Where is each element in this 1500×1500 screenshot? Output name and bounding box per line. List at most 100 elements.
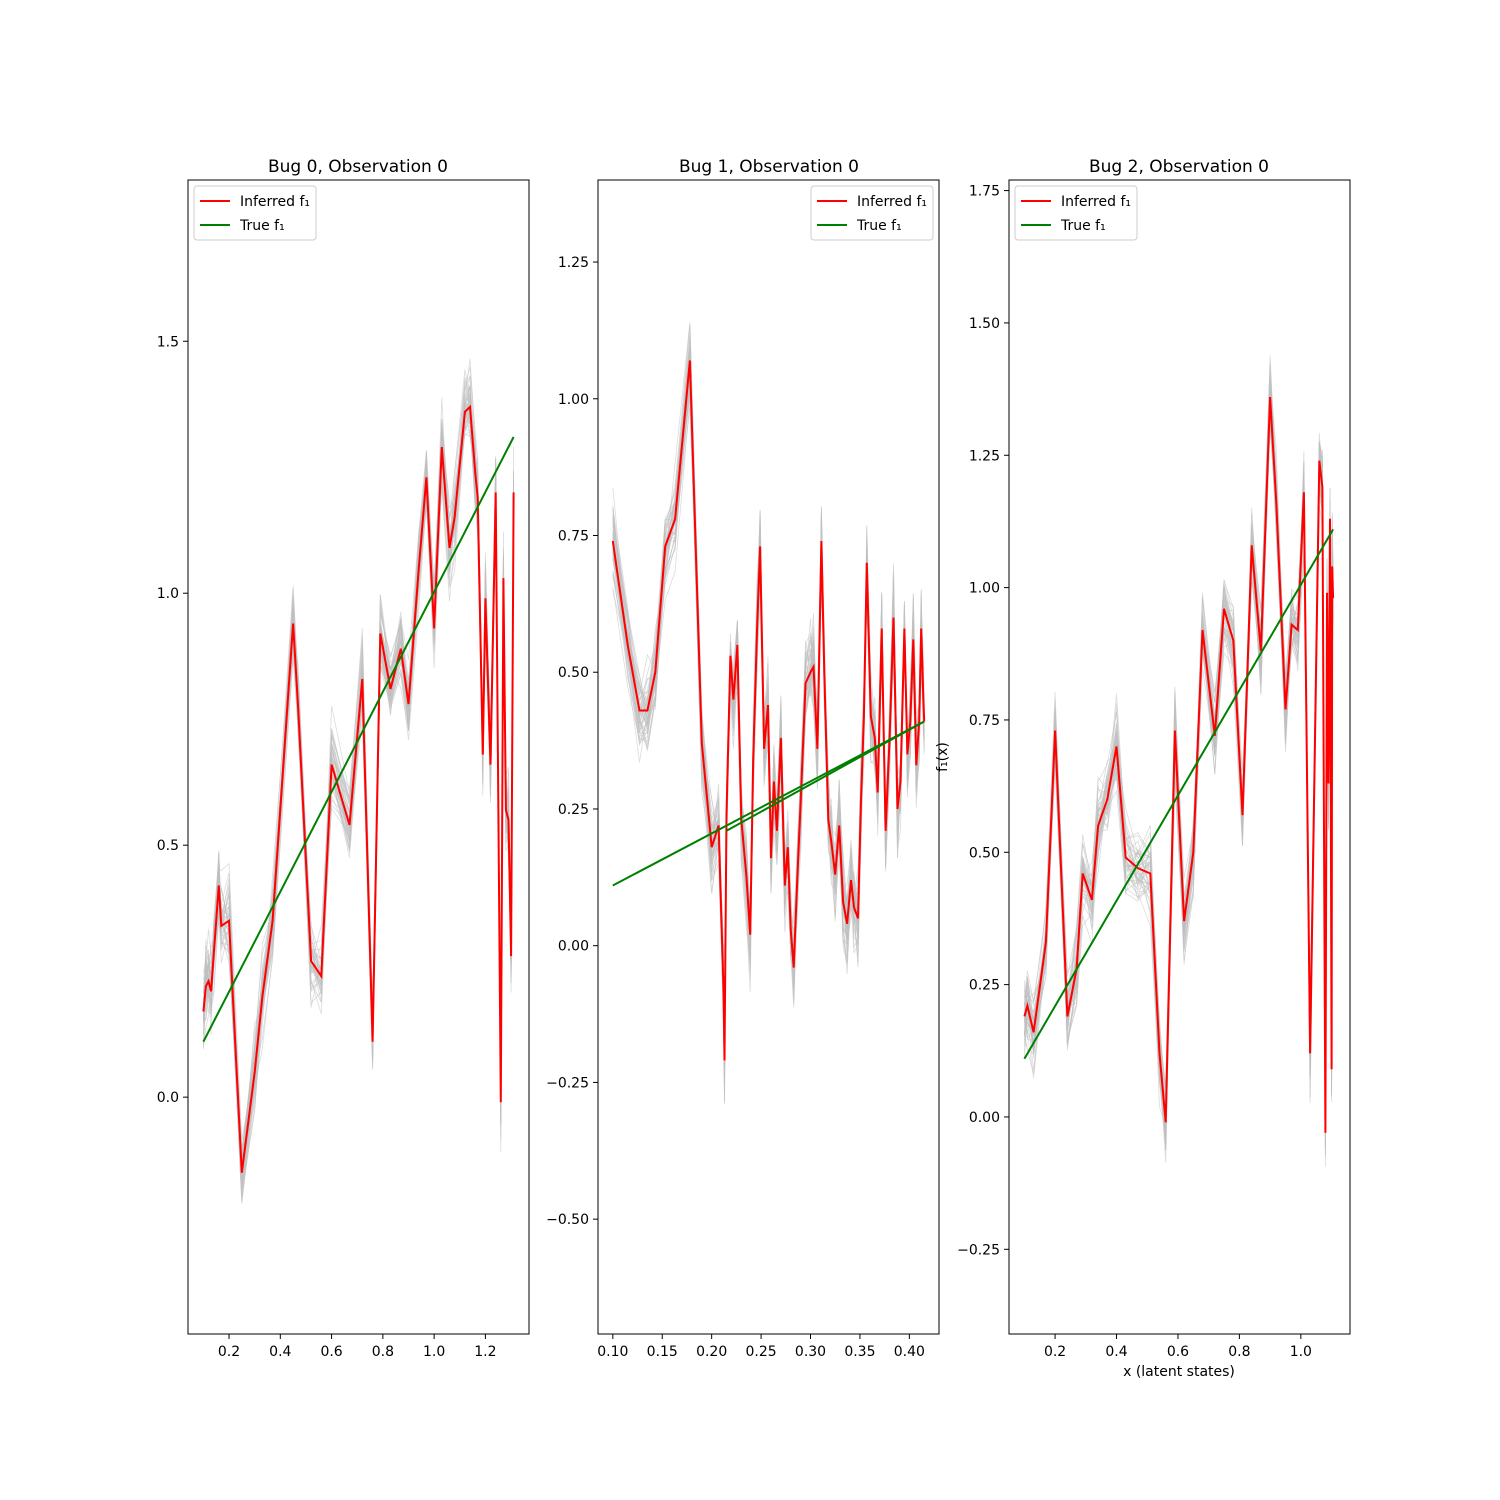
inferred-f1-line <box>1023 396 1335 1133</box>
y-tick-label: 1.75 <box>969 184 1000 200</box>
y-tick-label: 0.50 <box>969 845 1000 861</box>
posterior-sample-line <box>203 385 514 1162</box>
posterior-sample-line <box>203 418 514 1182</box>
x-tick-label: 0.20 <box>696 1344 727 1360</box>
posterior-sample-line <box>1024 411 1334 1119</box>
posterior-sample-line <box>203 369 514 1180</box>
legend-frame <box>810 185 934 241</box>
posterior-sample-line <box>203 380 514 1151</box>
posterior-sample-line <box>1024 382 1334 1145</box>
x-tick-label: 0.15 <box>647 1344 678 1360</box>
posterior-sample-line <box>203 394 514 1152</box>
y-tick-label: 0.00 <box>558 939 589 955</box>
axis-ticks: 0.10 0.15 0.20 0.25 0.30 0.35 0.40 −0.50 −0.25 0.… <box>546 255 925 1360</box>
y-tick-label: 1.00 <box>969 581 1000 597</box>
axes-frame <box>597 179 940 1335</box>
series-lines <box>202 404 515 1173</box>
posterior-samples <box>203 358 514 1204</box>
posterior-samples <box>1024 355 1334 1167</box>
y-tick-label: −0.25 <box>546 1075 589 1091</box>
posterior-sample-line <box>203 393 514 1196</box>
subplot-bug-1: Bug 1, Observation 0 0.10 0.15 0.20 0.25 0.3… <box>546 157 940 1360</box>
y-tick-label: 1.25 <box>558 255 589 271</box>
true-f1-line <box>202 436 515 1043</box>
posterior-sample-line <box>203 392 514 1169</box>
posterior-sample-line <box>203 430 514 1187</box>
axes-frame <box>187 179 530 1335</box>
true-f1-line <box>1023 528 1334 1060</box>
posterior-sample-line <box>203 385 514 1173</box>
posterior-sample-line <box>203 408 514 1164</box>
y-tick-label: 0.0 <box>157 1090 179 1106</box>
x-tick-label: 0.8 <box>1228 1344 1250 1360</box>
posterior-sample-line <box>203 400 514 1164</box>
legend: Inferred f₁ True f₁ <box>810 185 934 241</box>
legend: Inferred f₁ True f₁ <box>193 185 317 241</box>
true-f1-line <box>612 720 925 887</box>
y-tick-label: 0.50 <box>558 665 589 681</box>
y-tick-label: 1.5 <box>157 334 179 350</box>
posterior-sample-line <box>203 399 514 1187</box>
posterior-sample-line <box>1024 376 1334 1124</box>
y-tick-label: 1.50 <box>969 316 1000 332</box>
x-tick-label: 1.0 <box>1290 1344 1312 1360</box>
posterior-sample-line <box>1024 362 1334 1132</box>
posterior-sample-line <box>203 410 514 1176</box>
posterior-sample-line <box>1024 388 1334 1122</box>
posterior-sample-line <box>1024 378 1334 1158</box>
subplot-title: Bug 0, Observation 0 <box>268 157 448 177</box>
axes-frame <box>1008 179 1351 1335</box>
x-axis-label: x (latent states) <box>1123 1364 1235 1380</box>
y-tick-label: 0.5 <box>157 838 179 854</box>
legend-inferred-label: Inferred f₁ <box>1061 194 1131 210</box>
posterior-sample-line <box>1024 404 1334 1124</box>
legend-true-label: True f₁ <box>239 218 285 234</box>
x-tick-label: 0.4 <box>1105 1344 1127 1360</box>
posterior-sample-line <box>1024 355 1334 1115</box>
series-lines <box>1023 396 1335 1133</box>
posterior-sample-line <box>203 401 514 1163</box>
inferred-f1-line <box>202 404 515 1173</box>
legend-inferred-label: Inferred f₁ <box>240 194 310 210</box>
x-tick-label: 1.2 <box>474 1344 496 1360</box>
legend-inferred-label: Inferred f₁ <box>857 194 927 210</box>
x-tick-label: 0.35 <box>844 1344 875 1360</box>
x-tick-label: 0.25 <box>746 1344 777 1360</box>
x-tick-label: 0.6 <box>320 1344 342 1360</box>
y-tick-label: 0.25 <box>558 802 589 818</box>
posterior-sample-line <box>203 404 514 1173</box>
posterior-sample-line <box>203 409 514 1159</box>
posterior-sample-line <box>203 400 514 1151</box>
y-tick-label: 0.00 <box>969 1110 1000 1126</box>
y-tick-label: 0.25 <box>969 978 1000 994</box>
x-tick-label: 0.6 <box>1167 1344 1189 1360</box>
y-tick-label: −0.25 <box>957 1242 1000 1258</box>
subplot-bug-2: Bug 2, Observation 0 0.2 0.4 0.6 0.8 1.0 −0.2… <box>957 157 1351 1380</box>
y-tick-label: 1.25 <box>969 448 1000 464</box>
series-lines <box>611 360 926 1061</box>
axis-ticks: 0.2 0.4 0.6 0.8 1.0 −0.25 0.00 0.25 0.50 0.75 1.00… <box>957 184 1312 1360</box>
subplot-title: Bug 1, Observation 0 <box>679 157 859 177</box>
x-tick-label: 0.2 <box>218 1344 240 1360</box>
inferred-f1-line <box>611 360 926 1061</box>
posterior-sample-line <box>203 398 514 1174</box>
posterior-sample-line <box>203 376 514 1171</box>
posterior-sample-line <box>203 385 514 1198</box>
legend-true-label: True f₁ <box>856 218 902 234</box>
x-tick-label: 0.8 <box>372 1344 394 1360</box>
y-tick-label: 0.75 <box>558 528 589 544</box>
legend: Inferred f₁ True f₁ <box>1014 185 1138 241</box>
posterior-sample-line <box>203 386 514 1165</box>
posterior-sample-line <box>203 399 514 1154</box>
x-tick-label: 0.2 <box>1044 1344 1066 1360</box>
posterior-sample-line <box>203 426 514 1172</box>
posterior-sample-line <box>203 403 514 1190</box>
posterior-sample-line <box>203 414 514 1190</box>
posterior-sample-line <box>203 375 514 1166</box>
posterior-sample-line <box>1024 393 1334 1128</box>
y-axis-label: f₁(x) <box>935 742 951 772</box>
posterior-sample-line <box>203 376 514 1161</box>
legend-true-label: True f₁ <box>1060 218 1106 234</box>
legend-frame <box>193 185 317 241</box>
